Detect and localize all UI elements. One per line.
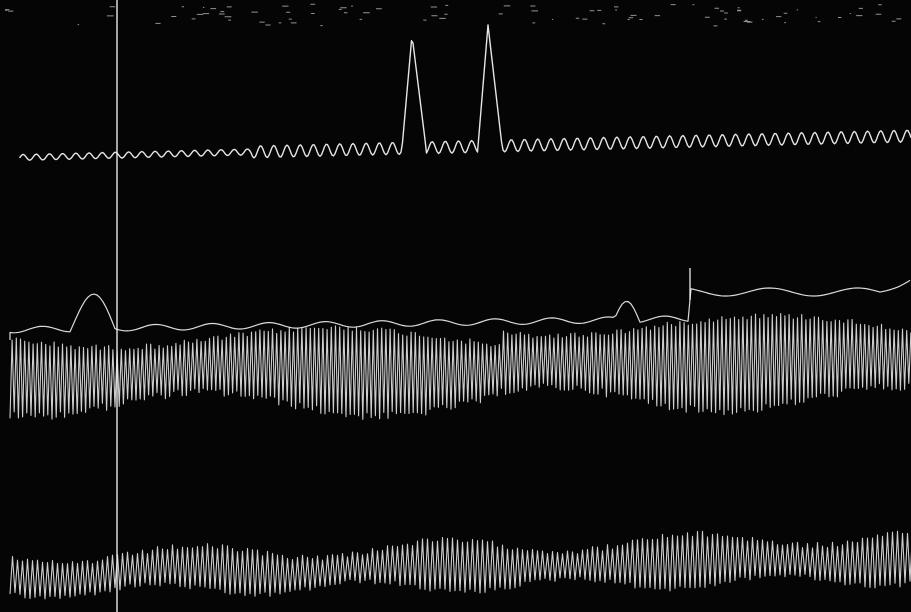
page: (() => { JSON.parse(document.getElementB… (0, 0, 911, 612)
kymograph-recording (0, 0, 911, 612)
background (0, 0, 911, 612)
